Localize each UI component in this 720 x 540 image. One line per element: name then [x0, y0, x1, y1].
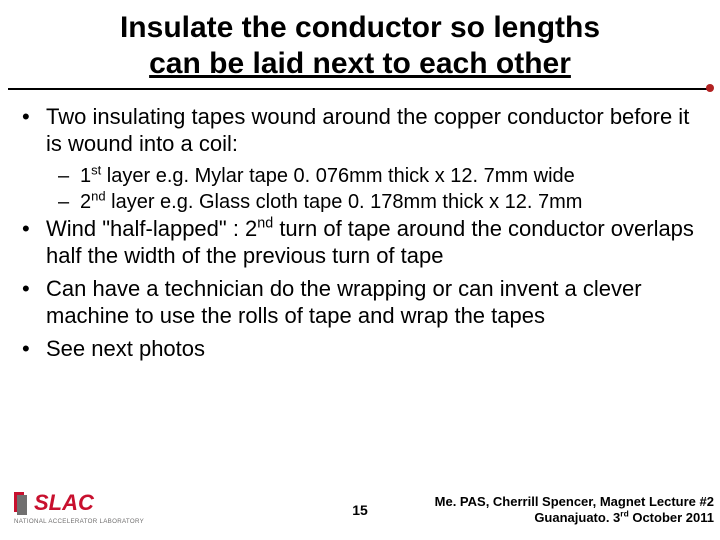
- footer-credits: Me. PAS, Cherrill Spencer, Magnet Lectur…: [435, 494, 714, 527]
- bullet-text: 1st layer e.g. Mylar tape 0. 076mm thick…: [80, 164, 575, 188]
- bullet-marker: •: [22, 276, 46, 330]
- bullet-marker: –: [58, 164, 80, 188]
- bullet-text: 2nd layer e.g. Glass cloth tape 0. 178mm…: [80, 190, 582, 214]
- bullet-item: • Can have a technician do the wrapping …: [22, 276, 698, 330]
- bullet-marker: •: [22, 104, 46, 158]
- sub-bullet-item: – 2nd layer e.g. Glass cloth tape 0. 178…: [58, 190, 698, 214]
- bullet-marker: –: [58, 190, 80, 214]
- rule-dot-icon: [706, 84, 714, 92]
- logo-main-text: SLAC: [34, 490, 95, 515]
- bullet-marker: •: [22, 336, 46, 363]
- bullet-text: Two insulating tapes wound around the co…: [46, 104, 698, 158]
- slide-body: • Two insulating tapes wound around the …: [0, 90, 720, 363]
- title-rule: [0, 88, 720, 90]
- bullet-item: • See next photos: [22, 336, 698, 363]
- slide-footer: SLAC NATIONAL ACCELERATOR LABORATORY 15 …: [0, 484, 720, 532]
- bullet-item: • Wind "half-lapped" : 2nd turn of tape …: [22, 216, 698, 270]
- footer-line-1: Me. PAS, Cherrill Spencer, Magnet Lectur…: [435, 494, 714, 509]
- bullet-text: Can have a technician do the wrapping or…: [46, 276, 698, 330]
- bullet-marker: •: [22, 216, 46, 270]
- sub-bullet-item: – 1st layer e.g. Mylar tape 0. 076mm thi…: [58, 164, 698, 188]
- bullet-text: See next photos: [46, 336, 205, 363]
- page-number: 15: [352, 502, 368, 518]
- footer-line-2: Guanajuato. 3rd October 2011: [534, 510, 714, 525]
- bullet-item: • Two insulating tapes wound around the …: [22, 104, 698, 158]
- slac-logo: SLAC NATIONAL ACCELERATOR LABORATORY: [14, 486, 144, 526]
- logo-sub-text: NATIONAL ACCELERATOR LABORATORY: [14, 518, 144, 525]
- slide-title: Insulate the conductor so lengths can be…: [0, 0, 720, 82]
- bullet-text: Wind "half-lapped" : 2nd turn of tape ar…: [46, 216, 698, 270]
- title-line-1: Insulate the conductor so lengths: [120, 11, 600, 44]
- title-line-2: can be laid next to each other: [149, 47, 571, 80]
